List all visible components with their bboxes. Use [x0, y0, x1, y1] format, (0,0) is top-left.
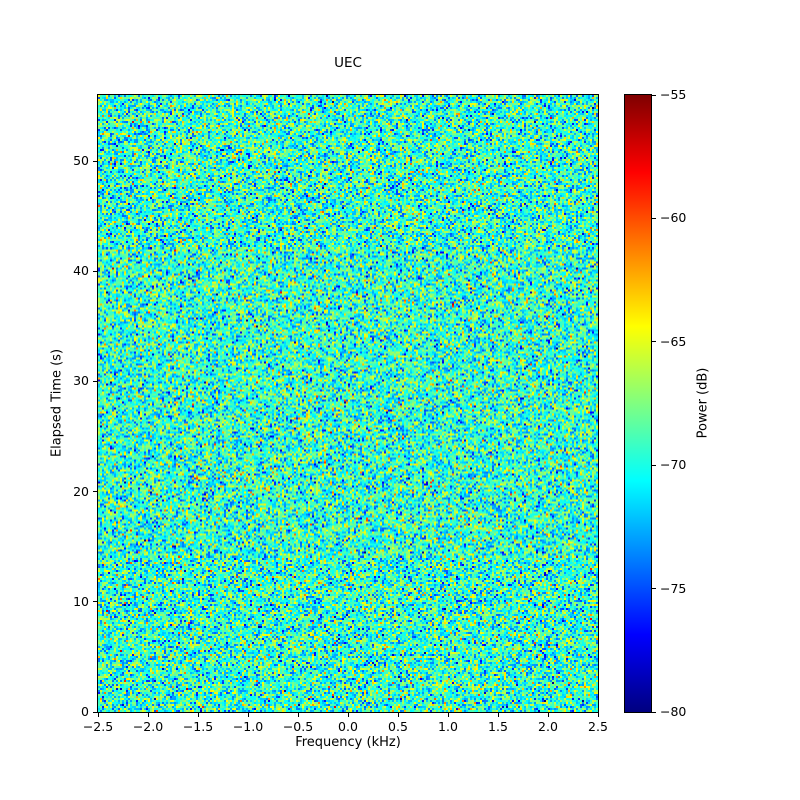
x-tick-label: −1.0	[232, 719, 264, 734]
y-tick-mark	[93, 491, 97, 493]
colorbar-tick-mark	[652, 217, 656, 219]
x-tick-label: −2.0	[132, 719, 164, 734]
x-tick-label: −2.5	[82, 719, 114, 734]
y-tick-label: 40	[73, 263, 89, 279]
y-tick-mark	[93, 380, 97, 382]
colorbar-tick-mark	[652, 711, 656, 713]
x-tick-mark	[447, 713, 449, 717]
x-tick-mark	[97, 713, 99, 717]
colorbar-tick-label: −65	[660, 333, 687, 349]
y-tick-mark	[93, 711, 97, 713]
plot-frame	[97, 94, 599, 713]
x-tick-mark	[147, 713, 149, 717]
x-tick-label: −1.5	[182, 719, 214, 734]
y-tick-label: 10	[73, 593, 89, 609]
colorbar-tick-label: −60	[660, 210, 687, 226]
y-tick-label: 50	[73, 153, 89, 169]
colorbar-tick-label: −55	[660, 87, 687, 102]
x-tick-label: 0.0	[338, 719, 358, 734]
x-tick-mark	[247, 713, 249, 717]
x-tick-mark	[497, 713, 499, 717]
x-tick-label: 2.0	[538, 719, 558, 734]
spectrogram-canvas	[98, 95, 598, 712]
colorbar-tick-label: −80	[660, 704, 687, 719]
x-tick-label: 0.5	[388, 719, 408, 734]
x-tick-mark	[597, 713, 599, 717]
colorbar-gradient	[625, 95, 651, 712]
colorbar-tick-label: −75	[660, 580, 687, 596]
x-tick-mark	[397, 713, 399, 717]
y-tick-mark	[93, 160, 97, 162]
y-tick-label: 20	[73, 483, 89, 499]
y-tick-label: 0	[81, 704, 89, 719]
colorbar-tick-label: −70	[660, 457, 687, 473]
y-tick-label: 30	[73, 373, 89, 389]
x-tick-label: 2.5	[588, 719, 608, 734]
colorbar-tick-mark	[652, 464, 656, 466]
x-tick-label: 1.5	[488, 719, 508, 734]
colorbar	[624, 94, 652, 713]
x-axis-label: Frequency (kHz)	[295, 735, 401, 750]
x-tick-mark	[547, 713, 549, 717]
x-tick-mark	[297, 713, 299, 717]
x-tick-mark	[347, 713, 349, 717]
x-tick-mark	[197, 713, 199, 717]
colorbar-label: Power (dB)	[695, 367, 711, 439]
colorbar-tick-mark	[652, 94, 656, 96]
colorbar-tick-mark	[652, 588, 656, 590]
colorbar-tick-mark	[652, 341, 656, 343]
y-tick-mark	[93, 601, 97, 603]
x-tick-label: −0.5	[282, 719, 314, 734]
y-axis-label: Elapsed Time (s)	[49, 348, 65, 458]
y-tick-mark	[93, 270, 97, 272]
plot-title: UEC	[334, 55, 362, 71]
x-tick-label: 1.0	[438, 719, 458, 734]
